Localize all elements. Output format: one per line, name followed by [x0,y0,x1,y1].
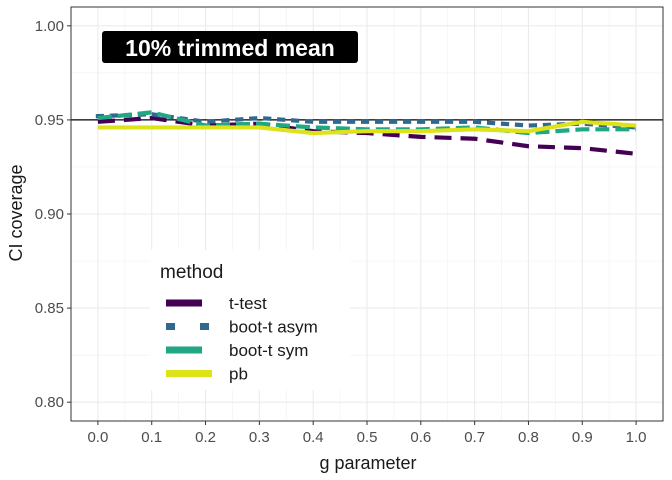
x-tick-label: 0.8 [518,429,539,446]
legend-label: boot-t asym [229,318,318,337]
y-tick-label: 1.00 [35,18,64,35]
y-tick-label: 0.95 [35,112,64,129]
y-tick-label: 0.80 [35,394,64,411]
x-tick-label: 0.5 [357,429,378,446]
x-tick-label: 0.0 [87,429,108,446]
legend-label: pb [229,365,248,384]
legend: method t-test boot-t asym boot-t sym pb [150,250,350,390]
annotation-background [102,31,358,63]
x-tick-label: 0.3 [249,429,270,446]
annotation-text: 10% trimmed mean [125,35,335,61]
legend-label: t-test [229,294,267,313]
y-axis-title: CI coverage [6,164,26,261]
x-tick-label: 0.7 [464,429,485,446]
x-tick-label: 0.4 [303,429,324,446]
legend-items: t-test boot-t asym boot-t sym pb [166,294,318,384]
x-tick-label: 1.0 [626,429,647,446]
x-tick-label: 0.1 [141,429,162,446]
x-axis: 0.0 0.1 0.2 0.3 0.4 0.5 0.6 0.7 0.8 0.9 1.0 [87,421,647,446]
series-lines [95,110,639,156]
x-tick-label: 0.2 [195,429,216,446]
y-axis: 0.80 0.85 0.90 0.95 1.00 [35,18,71,411]
x-tick-label: 0.9 [572,429,593,446]
legend-label: boot-t sym [229,341,308,360]
y-tick-label: 0.85 [35,300,64,317]
x-axis-title: g parameter [319,453,416,473]
annotation-label: 10% trimmed mean [102,31,358,63]
x-tick-label: 0.6 [410,429,431,446]
legend-background [150,250,350,390]
legend-title: method [160,262,223,283]
y-tick-label: 0.90 [35,206,64,223]
series-line-pb [97,119,637,136]
